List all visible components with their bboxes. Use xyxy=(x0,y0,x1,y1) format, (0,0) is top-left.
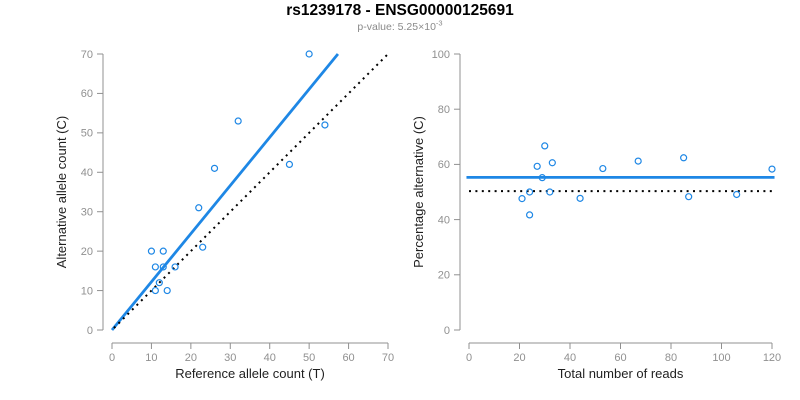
data-point xyxy=(546,188,554,196)
x-tick-label: 20 xyxy=(513,352,525,364)
x-tick-label: 0 xyxy=(109,352,115,364)
y-tick-label: 40 xyxy=(438,214,450,226)
x-axis-title: Total number of reads xyxy=(558,366,684,381)
y-tick-label: 100 xyxy=(432,49,450,61)
y-tick-label: 0 xyxy=(87,325,93,337)
data-point xyxy=(533,162,541,170)
identity-line xyxy=(113,53,389,329)
data-point xyxy=(163,286,171,295)
scatter-plot-2: 0 20 40 60 80 100 0 20 40 60 80 100 120 Total number … xyxy=(411,49,781,381)
x-tick-label: 30 xyxy=(224,352,236,364)
data-point xyxy=(768,165,776,173)
x-tick-label: 120 xyxy=(763,352,781,364)
y-tick-label: 40 xyxy=(81,167,93,179)
data-point xyxy=(151,263,159,271)
data-point xyxy=(210,164,219,172)
y-tick-label: 60 xyxy=(438,159,450,171)
data-point xyxy=(634,157,642,165)
y-tick-label: 20 xyxy=(438,270,450,282)
pvalue-text: p-value: 5.25×10 xyxy=(357,21,436,33)
data-point xyxy=(685,193,693,201)
data-point xyxy=(548,159,556,167)
charts-group: 0 10 20 30 40 50 60 70 0 10 20 30 40 50 60 70 Reference … xyxy=(54,49,781,381)
scatter-plot-1: 0 10 20 30 40 50 60 70 0 10 20 30 40 50 60 70 Reference … xyxy=(54,49,394,381)
data-point xyxy=(151,286,159,295)
data-point xyxy=(525,188,534,196)
x-axis-title: Reference allele count (T) xyxy=(175,366,325,381)
y-tick-label: 30 xyxy=(81,207,93,219)
x-tick-label: 10 xyxy=(145,352,157,364)
data-point xyxy=(305,50,313,58)
data-point xyxy=(733,190,741,199)
data-point xyxy=(680,154,688,162)
x-tick-label: 80 xyxy=(665,352,677,364)
data-point xyxy=(541,142,549,150)
y-tick-label: 60 xyxy=(81,88,93,100)
x-tick-label: 60 xyxy=(614,352,626,364)
data-point xyxy=(525,211,534,219)
data-point xyxy=(147,247,156,255)
data-point xyxy=(321,121,329,129)
data-point xyxy=(199,243,207,251)
data-point xyxy=(538,174,546,182)
x-tick-label: 70 xyxy=(382,352,394,364)
x-tick-label: 60 xyxy=(342,352,354,364)
pvalue-exponent: -3 xyxy=(435,18,443,28)
x-tick-label: 40 xyxy=(564,352,576,364)
data-point xyxy=(234,117,242,125)
x-tick-label: 40 xyxy=(264,352,276,364)
x-tick-label: 50 xyxy=(303,352,315,364)
y-axis-title: Percentage alternative (C) xyxy=(411,116,426,268)
x-tick-label: 0 xyxy=(466,352,472,364)
data-point xyxy=(159,247,167,255)
y-tick-label: 0 xyxy=(444,325,450,337)
fit-line xyxy=(110,53,340,331)
y-tick-label: 70 xyxy=(81,49,93,61)
data-point xyxy=(518,195,526,203)
data-point xyxy=(155,279,163,287)
data-point xyxy=(159,263,167,271)
figure-title: rs1239178 - ENSG00000125691 xyxy=(286,2,514,19)
y-axis-title: Alternative allele count (C) xyxy=(54,116,69,268)
x-tick-label: 20 xyxy=(185,352,197,364)
y-tick-label: 50 xyxy=(81,128,93,140)
y-tick-label: 20 xyxy=(81,246,93,258)
y-tick-label: 10 xyxy=(81,285,93,297)
data-point xyxy=(576,194,584,202)
data-point xyxy=(599,164,607,173)
data-point xyxy=(285,160,294,168)
figure-subtitle: p-value: 5.25×10-3 xyxy=(0,18,800,33)
y-tick-label: 80 xyxy=(438,104,450,116)
data-point xyxy=(195,204,203,212)
x-tick-label: 100 xyxy=(712,352,730,364)
data-point xyxy=(171,263,179,271)
